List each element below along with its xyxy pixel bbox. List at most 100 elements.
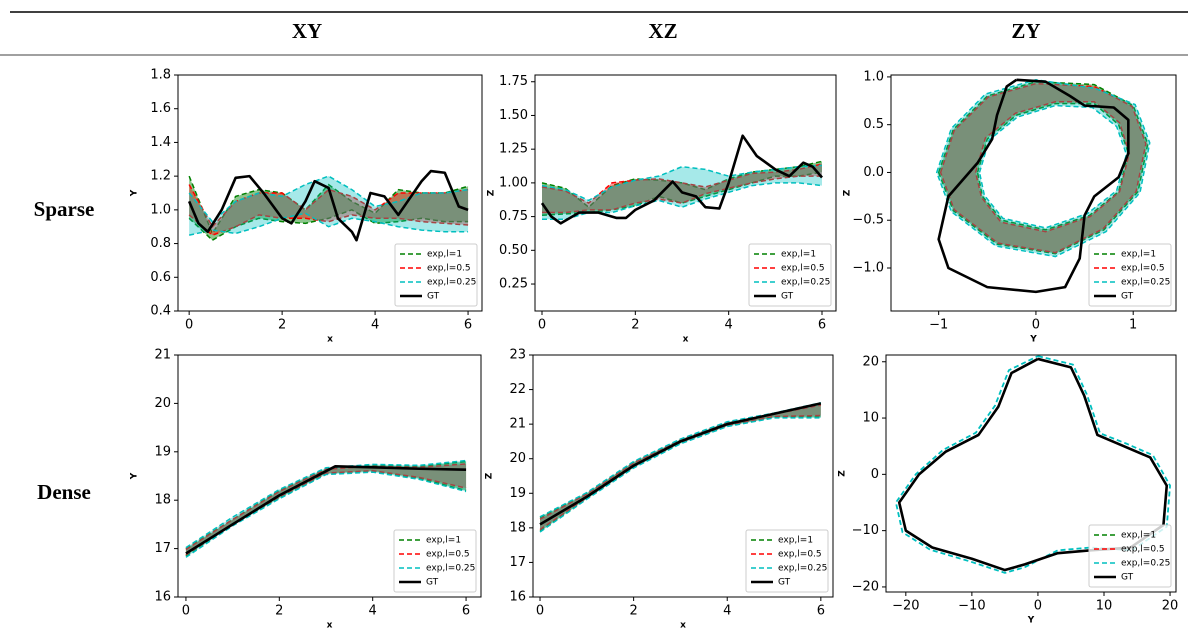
y-tick-label: 0.0 (863, 165, 884, 180)
y-tick-label: −1.0 (852, 261, 884, 276)
x-tick-label: 6 (818, 318, 826, 333)
subplot: 0 2 4 61617181920212223xZexp,l=1exp,l=0.5ex… (485, 348, 834, 631)
band-upper (185, 463, 467, 551)
ring-inner (978, 104, 1128, 229)
row-label: Sparse (34, 197, 95, 221)
legend-box (1088, 524, 1172, 588)
ring-inner (976, 102, 1130, 231)
y-tick-label: −10 (852, 523, 879, 538)
y-tick-label: 1.75 (499, 74, 528, 89)
y-tick-label: 1.50 (499, 108, 528, 123)
series-line (539, 402, 822, 526)
legend-label: exp,l=0.25 (781, 278, 830, 288)
legend-label: exp,l=1 (781, 250, 816, 260)
band (540, 402, 821, 533)
axes-frame (177, 74, 483, 312)
y-tick-label: 1.00 (499, 175, 528, 190)
y-tick-label: 0.4 (150, 304, 171, 319)
x-tick-label: 10 (1096, 599, 1113, 614)
band-lower (541, 171, 823, 216)
plot-area (187, 169, 469, 242)
axes-frame (534, 74, 837, 312)
subplot: 0 2 4 6161718192021xYexp,l=1exp,l=0.5exp,l=… (130, 348, 482, 631)
ring-outer (935, 79, 1151, 258)
ring-outer (939, 82, 1147, 254)
legend-box (1088, 243, 1172, 307)
column-header: XZ (648, 19, 677, 43)
band-lower (539, 416, 821, 532)
band-upper (541, 160, 823, 209)
y-tick-label: 16 (509, 590, 526, 605)
x-tick-label: 1 (1129, 318, 1137, 333)
band (189, 176, 469, 236)
legend-label: GT (781, 292, 794, 302)
y-axis-label: Z (838, 470, 848, 477)
band (540, 403, 821, 532)
y-axis-label: Z (487, 189, 497, 196)
band-lower (542, 182, 823, 221)
band (542, 164, 822, 213)
x-tick-label: −20 (892, 599, 919, 614)
x-tick-label: 0 (185, 318, 193, 333)
y-tick-label: 20 (862, 354, 879, 369)
legend-box (745, 529, 829, 593)
x-tick-label: 4 (371, 318, 379, 333)
y-tick-label: 0.5 (863, 117, 884, 132)
axes-frame (177, 354, 482, 598)
x-tick-label: 0 (1034, 599, 1042, 614)
legend: exp,l=1 exp,l=0.5 exp,l=0.25 GT (745, 529, 829, 593)
y-tick-label: −20 (852, 579, 879, 594)
band (189, 176, 469, 241)
band-upper (541, 163, 823, 205)
legend-label: GT (1121, 292, 1134, 302)
x-tick-label: 2 (275, 604, 283, 619)
column-header: ZY (1011, 19, 1040, 43)
legend-label: exp,l=0.5 (427, 264, 471, 274)
y-axis-label: Z (485, 472, 495, 479)
row-label: Dense (37, 480, 91, 504)
y-tick-label: 1.6 (150, 101, 171, 116)
x-axis-label: x (680, 621, 686, 631)
legend-label: exp,l=0.5 (426, 550, 470, 560)
series-line (895, 355, 1171, 574)
x-tick-label: −10 (958, 599, 985, 614)
x-tick-label: 0 (182, 604, 190, 619)
y-axis-label: Y (130, 472, 140, 480)
legend-label: exp,l=0.25 (778, 564, 827, 574)
y-tick-label: 0 (871, 467, 879, 482)
subplot: 0 2 4 6 0.25 0.50 0.75 1.00 1.25 1.50 1.75 x Zexp,l=… (487, 74, 837, 345)
legend-label: exp,l=0.5 (1121, 264, 1165, 274)
x-tick-label: 2 (278, 318, 286, 333)
axes-frame (885, 354, 1177, 593)
band (189, 184, 469, 236)
y-tick-label: 1.8 (150, 68, 171, 83)
y-tick-label: 1.2 (150, 169, 171, 184)
ring-outer (937, 80, 1149, 255)
y-tick-label: 1.25 (499, 142, 528, 157)
x-tick-label: −1 (929, 318, 948, 333)
band (185, 461, 467, 556)
y-tick-label: 10 (862, 411, 879, 426)
band-lower (539, 414, 821, 531)
y-tick-label: 0.8 (150, 236, 171, 251)
y-tick-label: 1.4 (150, 135, 171, 150)
y-axis-label: Y (130, 189, 140, 197)
plot-area (895, 355, 1171, 574)
y-tick-label: 17 (154, 541, 171, 556)
x-tick-label: 2 (631, 318, 639, 333)
x-tick-label: 6 (462, 604, 470, 619)
legend-label: exp,l=1 (1121, 250, 1156, 260)
column-header: XY (292, 19, 322, 43)
plot-area (539, 401, 822, 533)
legend-label: exp,l=0.5 (778, 550, 822, 560)
axes-frame (532, 354, 834, 598)
axes-frame (890, 74, 1177, 312)
y-tick-label: 23 (509, 348, 526, 363)
y-tick-label: 20 (154, 396, 171, 411)
series-line (540, 134, 823, 225)
y-tick-label: −0.5 (852, 213, 884, 228)
series-line (185, 465, 467, 555)
legend-box (393, 529, 477, 593)
y-tick-label: 19 (154, 444, 171, 459)
